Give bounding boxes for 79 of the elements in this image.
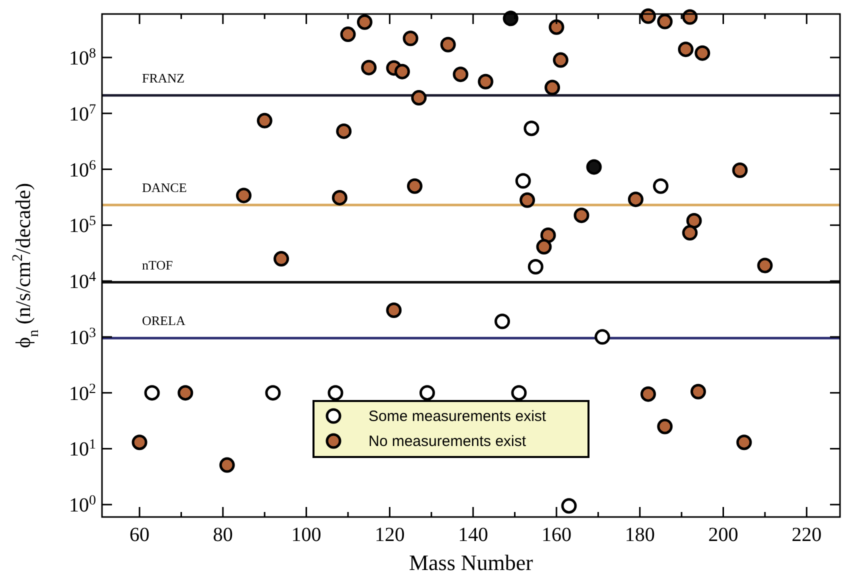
x-tick-label: 120 — [374, 524, 405, 546]
point — [678, 42, 694, 58]
point — [515, 173, 531, 189]
point — [757, 258, 773, 274]
y-tick-label: 10$^{2}$ — [69, 381, 96, 405]
point — [732, 162, 748, 178]
x-tick-label: 180 — [624, 524, 655, 546]
y-tick-label: 10$^{6}$ — [69, 158, 96, 182]
point — [657, 418, 673, 434]
point — [332, 190, 348, 206]
point — [524, 120, 540, 136]
point — [652, 178, 668, 194]
point — [561, 498, 577, 514]
y-tick-label: 10$^{7}$ — [69, 102, 96, 126]
point — [328, 385, 344, 401]
point — [640, 8, 656, 24]
point — [219, 457, 235, 473]
point — [544, 80, 560, 96]
point — [536, 239, 552, 255]
point — [144, 385, 160, 401]
point — [628, 192, 644, 208]
point — [552, 52, 568, 68]
point — [274, 251, 290, 267]
legend-label: Some measurements exist — [368, 408, 547, 425]
point — [528, 259, 544, 275]
y-tick-label: 10$^{8}$ — [69, 46, 96, 70]
point — [132, 434, 148, 450]
point — [411, 90, 427, 106]
point — [586, 159, 602, 175]
point — [236, 188, 252, 204]
x-tick-label: 140 — [458, 524, 488, 546]
point — [574, 208, 590, 224]
x-tick-label: 100 — [291, 524, 322, 546]
ref-line-label: ORELA — [142, 313, 186, 328]
x-tick-label: 160 — [541, 524, 572, 546]
x-tick-label: 60 — [130, 524, 150, 546]
point — [686, 212, 702, 228]
point — [452, 66, 468, 82]
point — [494, 314, 510, 330]
point — [511, 385, 527, 401]
point — [419, 385, 435, 401]
point — [265, 385, 281, 401]
ref-line-label: nTOF — [142, 257, 173, 272]
point — [640, 386, 656, 402]
y-tick-label: 10$^{5}$ — [69, 214, 96, 238]
x-axis-title: Mass Number — [408, 550, 534, 575]
point — [694, 45, 710, 61]
point — [406, 178, 422, 194]
point — [356, 14, 372, 30]
legend-label: No measurements exist — [368, 433, 527, 450]
point — [682, 225, 698, 241]
point — [520, 192, 536, 208]
y-tick-label: 10$^{0}$ — [69, 493, 96, 517]
point — [336, 123, 352, 139]
point — [256, 112, 272, 128]
y-tick-label: 10$^{1}$ — [69, 437, 96, 461]
point — [548, 19, 564, 35]
point — [502, 10, 518, 26]
point — [736, 434, 752, 450]
point — [540, 227, 556, 243]
x-tick-label: 220 — [792, 524, 822, 546]
point — [478, 74, 494, 90]
point — [690, 384, 706, 400]
y-tick-label: 10$^{3}$ — [69, 325, 96, 349]
point — [361, 60, 377, 76]
point — [394, 64, 410, 80]
y-tick-label: 10$^{4}$ — [69, 270, 96, 294]
point — [440, 36, 456, 52]
point — [178, 385, 194, 401]
ref-line-label: FRANZ — [142, 70, 185, 86]
point — [402, 30, 418, 46]
point — [386, 302, 402, 318]
ref-line-label: DANCE — [142, 180, 187, 195]
point — [657, 14, 673, 30]
x-tick-label: 200 — [708, 524, 738, 546]
point — [594, 329, 610, 345]
point — [682, 9, 698, 25]
x-tick-label: 80 — [212, 524, 233, 546]
point — [340, 26, 356, 42]
